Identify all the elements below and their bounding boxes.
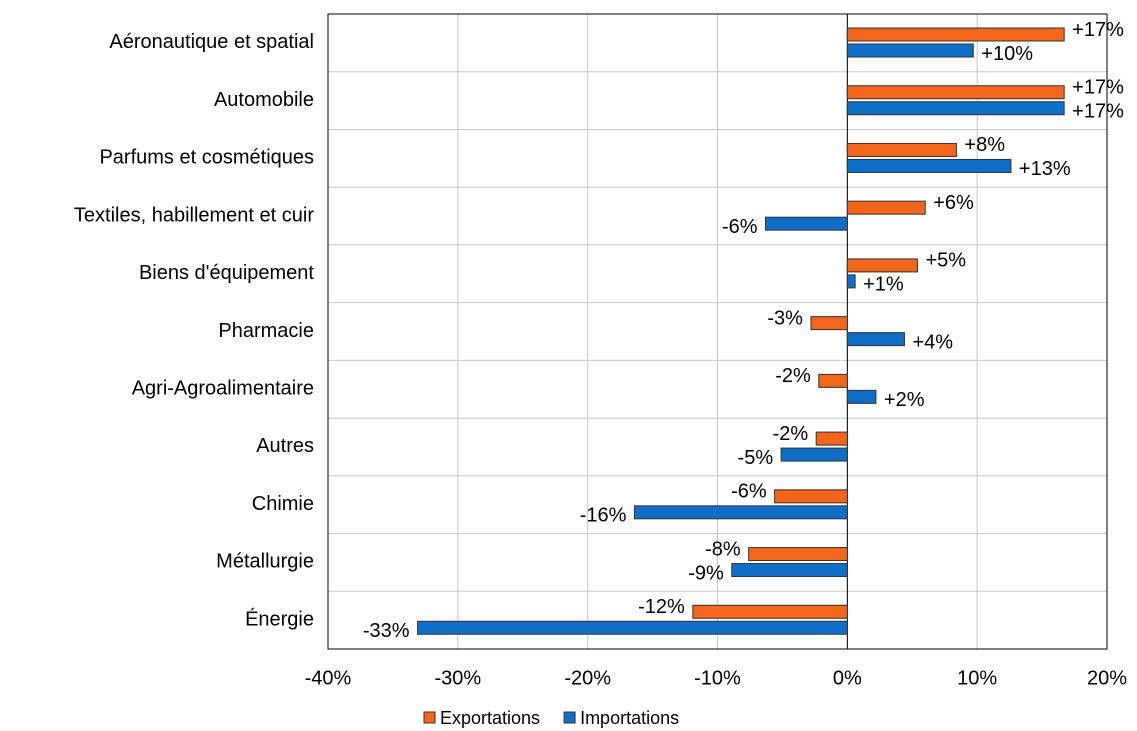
legend-label: Importations bbox=[580, 708, 679, 728]
bar bbox=[846, 158, 1012, 173]
y-tick-label: Énergie bbox=[245, 607, 314, 630]
bar bbox=[846, 258, 918, 273]
data-label: -8% bbox=[705, 538, 741, 560]
data-label: -6% bbox=[731, 481, 767, 503]
data-label: +17% bbox=[1072, 101, 1124, 123]
x-tick-label: -40% bbox=[305, 667, 352, 689]
bar bbox=[780, 447, 848, 462]
y-tick-label: Autres bbox=[256, 435, 314, 457]
data-label: -16% bbox=[580, 505, 627, 527]
data-label: -6% bbox=[722, 216, 758, 238]
data-label: -2% bbox=[773, 423, 809, 445]
bar bbox=[846, 27, 1065, 42]
bar bbox=[633, 505, 848, 520]
data-label: +1% bbox=[863, 274, 904, 296]
bar bbox=[818, 373, 848, 388]
y-tick-label: Automobile bbox=[214, 89, 314, 111]
y-tick-label: Biens d'équipement bbox=[139, 262, 314, 284]
x-tick-label: -10% bbox=[694, 667, 741, 689]
data-label: -3% bbox=[767, 307, 803, 329]
data-label: +4% bbox=[912, 331, 953, 353]
bar bbox=[731, 563, 848, 578]
bar bbox=[846, 389, 877, 404]
legend-swatch bbox=[423, 711, 436, 724]
y-tick-label: Agri-Agroalimentaire bbox=[132, 378, 314, 400]
data-label: +8% bbox=[964, 134, 1005, 156]
x-tick-label: -30% bbox=[434, 667, 481, 689]
bar bbox=[846, 332, 905, 347]
bar bbox=[417, 620, 848, 635]
bar bbox=[765, 216, 848, 231]
bar bbox=[774, 489, 848, 504]
data-label: +13% bbox=[1019, 158, 1071, 180]
legend-swatch bbox=[563, 711, 576, 724]
x-tick-label: 20% bbox=[1087, 667, 1127, 689]
x-tick-label: 0% bbox=[833, 667, 862, 689]
data-label: +17% bbox=[1072, 77, 1124, 99]
data-label: +10% bbox=[981, 43, 1033, 65]
data-label: +17% bbox=[1072, 19, 1124, 41]
data-label: -5% bbox=[738, 447, 774, 469]
bar bbox=[846, 200, 926, 215]
y-tick-label: Pharmacie bbox=[218, 320, 314, 342]
data-label: -9% bbox=[688, 562, 724, 584]
data-label: -12% bbox=[638, 596, 685, 618]
x-tick-label: -20% bbox=[564, 667, 611, 689]
y-tick-label: Parfums et cosmétiques bbox=[99, 147, 314, 169]
bar bbox=[810, 316, 848, 331]
bar bbox=[846, 142, 957, 157]
data-label: +5% bbox=[925, 250, 966, 272]
x-tick-label: 10% bbox=[957, 667, 997, 689]
data-label: -33% bbox=[363, 620, 410, 642]
bar bbox=[692, 604, 848, 619]
y-tick-label: Métallurgie bbox=[216, 551, 314, 573]
y-tick-label: Chimie bbox=[252, 493, 314, 515]
bar bbox=[748, 547, 848, 562]
data-label: +6% bbox=[933, 192, 974, 214]
bar bbox=[846, 85, 1065, 100]
bar bbox=[846, 43, 974, 58]
plot-frame bbox=[327, 13, 1108, 650]
legend-label: Exportations bbox=[440, 708, 540, 728]
bar bbox=[846, 101, 1065, 116]
y-tick-label: Aéronautique et spatial bbox=[109, 31, 314, 53]
data-label: -2% bbox=[775, 365, 811, 387]
y-tick-label: Textiles, habillement et cuir bbox=[74, 204, 314, 226]
bar bbox=[846, 274, 856, 289]
bar bbox=[815, 431, 848, 446]
data-label: +2% bbox=[884, 389, 925, 411]
